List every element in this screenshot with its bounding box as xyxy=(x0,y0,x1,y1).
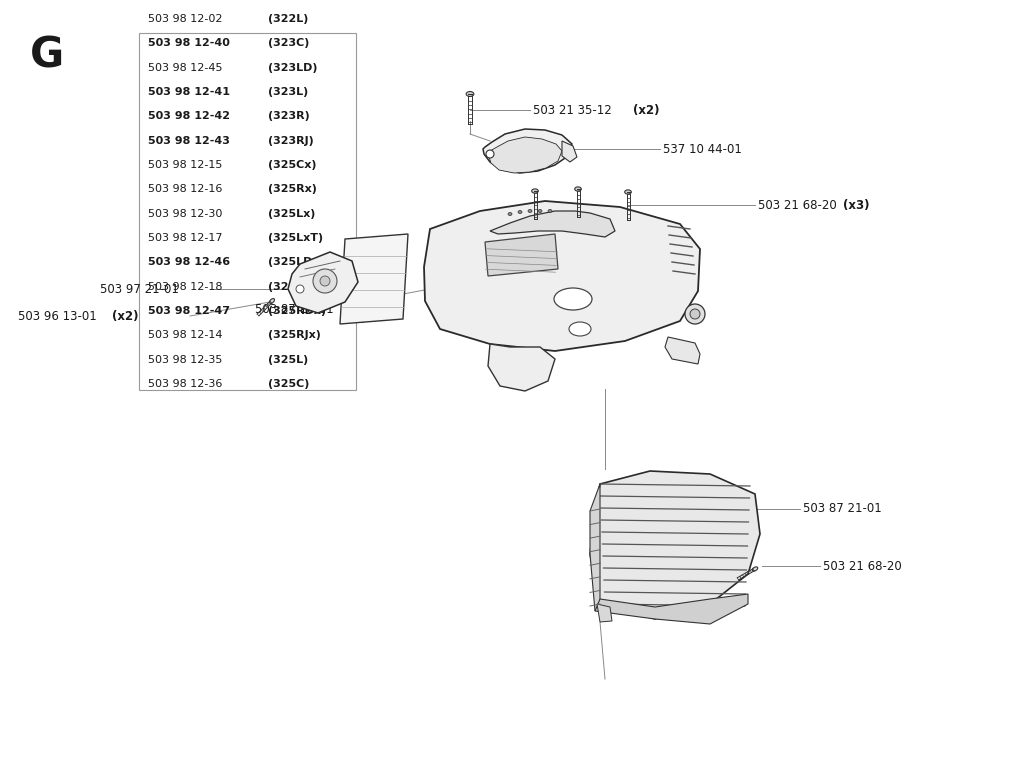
Text: 503 98 12-41: 503 98 12-41 xyxy=(148,87,230,97)
Text: 503 98 12-43: 503 98 12-43 xyxy=(148,136,229,146)
Text: 503 87 18-01: 503 87 18-01 xyxy=(255,302,334,315)
Ellipse shape xyxy=(466,92,474,97)
Text: (323RJ): (323RJ) xyxy=(268,136,313,146)
Polygon shape xyxy=(288,252,358,313)
Polygon shape xyxy=(485,234,558,276)
Polygon shape xyxy=(340,234,408,324)
Circle shape xyxy=(319,276,330,286)
Ellipse shape xyxy=(548,210,552,213)
Text: 503 98 12-42: 503 98 12-42 xyxy=(148,111,230,122)
Ellipse shape xyxy=(269,298,274,304)
Text: (325RDx): (325RDx) xyxy=(268,306,326,316)
Text: (325Cx): (325Cx) xyxy=(268,160,316,170)
Text: 503 98 12-40: 503 98 12-40 xyxy=(148,38,229,48)
Polygon shape xyxy=(595,594,748,624)
Text: (323R): (323R) xyxy=(268,111,309,122)
Text: 503 98 12-45: 503 98 12-45 xyxy=(148,62,222,72)
Text: 503 98 12-18: 503 98 12-18 xyxy=(148,282,222,291)
Text: (325LDx): (325LDx) xyxy=(268,257,325,267)
Text: (x3): (x3) xyxy=(843,199,869,212)
Ellipse shape xyxy=(569,322,591,336)
Text: 503 97 21-01: 503 97 21-01 xyxy=(100,283,179,295)
Text: (325LxT): (325LxT) xyxy=(268,233,324,243)
Polygon shape xyxy=(597,604,612,622)
Text: 503 98 12-14: 503 98 12-14 xyxy=(148,330,222,340)
Text: 503 21 35-12: 503 21 35-12 xyxy=(534,104,611,117)
Text: 503 98 12-36: 503 98 12-36 xyxy=(148,379,222,389)
Polygon shape xyxy=(590,471,760,619)
Text: (325Rx): (325Rx) xyxy=(268,185,316,194)
Polygon shape xyxy=(590,484,600,611)
Text: (325L): (325L) xyxy=(268,354,308,365)
Text: (x2): (x2) xyxy=(633,104,659,117)
Polygon shape xyxy=(562,141,577,162)
Polygon shape xyxy=(490,211,615,237)
Circle shape xyxy=(690,309,700,319)
Text: (325C): (325C) xyxy=(268,379,309,389)
Text: (322L): (322L) xyxy=(268,14,308,24)
Text: (325RJx): (325RJx) xyxy=(268,330,321,340)
Text: (323LD): (323LD) xyxy=(268,62,317,72)
Ellipse shape xyxy=(753,567,758,571)
Polygon shape xyxy=(483,129,572,173)
Circle shape xyxy=(685,304,705,324)
Ellipse shape xyxy=(554,288,592,310)
Ellipse shape xyxy=(508,213,512,216)
Text: 503 21 68-20: 503 21 68-20 xyxy=(758,199,837,212)
Ellipse shape xyxy=(518,210,522,213)
Ellipse shape xyxy=(574,187,582,191)
Text: 503 98 12-35: 503 98 12-35 xyxy=(148,354,222,365)
Ellipse shape xyxy=(538,210,542,213)
Polygon shape xyxy=(489,137,562,173)
Text: (325Lx): (325Lx) xyxy=(268,209,315,219)
Text: 503 98 12-46: 503 98 12-46 xyxy=(148,257,230,267)
Polygon shape xyxy=(488,344,555,391)
Ellipse shape xyxy=(625,190,632,194)
Text: 503 98 12-16: 503 98 12-16 xyxy=(148,185,222,194)
Circle shape xyxy=(296,285,304,293)
Text: 537 10 44-01: 537 10 44-01 xyxy=(663,143,741,156)
Text: (325RxT): (325RxT) xyxy=(268,282,325,291)
Text: 503 87 21-01: 503 87 21-01 xyxy=(803,502,882,516)
Polygon shape xyxy=(665,337,700,364)
Ellipse shape xyxy=(531,189,539,193)
Circle shape xyxy=(313,269,337,293)
Ellipse shape xyxy=(528,210,532,213)
Text: 503 96 13-01: 503 96 13-01 xyxy=(18,309,96,323)
Text: (323C): (323C) xyxy=(268,38,309,48)
Text: 503 98 12-30: 503 98 12-30 xyxy=(148,209,222,219)
Text: 503 98 12-15: 503 98 12-15 xyxy=(148,160,222,170)
FancyBboxPatch shape xyxy=(139,33,356,390)
Text: 503 98 12-17: 503 98 12-17 xyxy=(148,233,222,243)
Text: (x2): (x2) xyxy=(112,309,138,323)
Text: 503 98 12-02: 503 98 12-02 xyxy=(148,14,222,24)
Circle shape xyxy=(486,150,494,158)
Text: (323L): (323L) xyxy=(268,87,308,97)
Polygon shape xyxy=(424,201,700,351)
Text: 503 98 12-47: 503 98 12-47 xyxy=(148,306,230,316)
Text: 503 21 68-20: 503 21 68-20 xyxy=(823,559,902,573)
Text: G: G xyxy=(30,34,65,76)
